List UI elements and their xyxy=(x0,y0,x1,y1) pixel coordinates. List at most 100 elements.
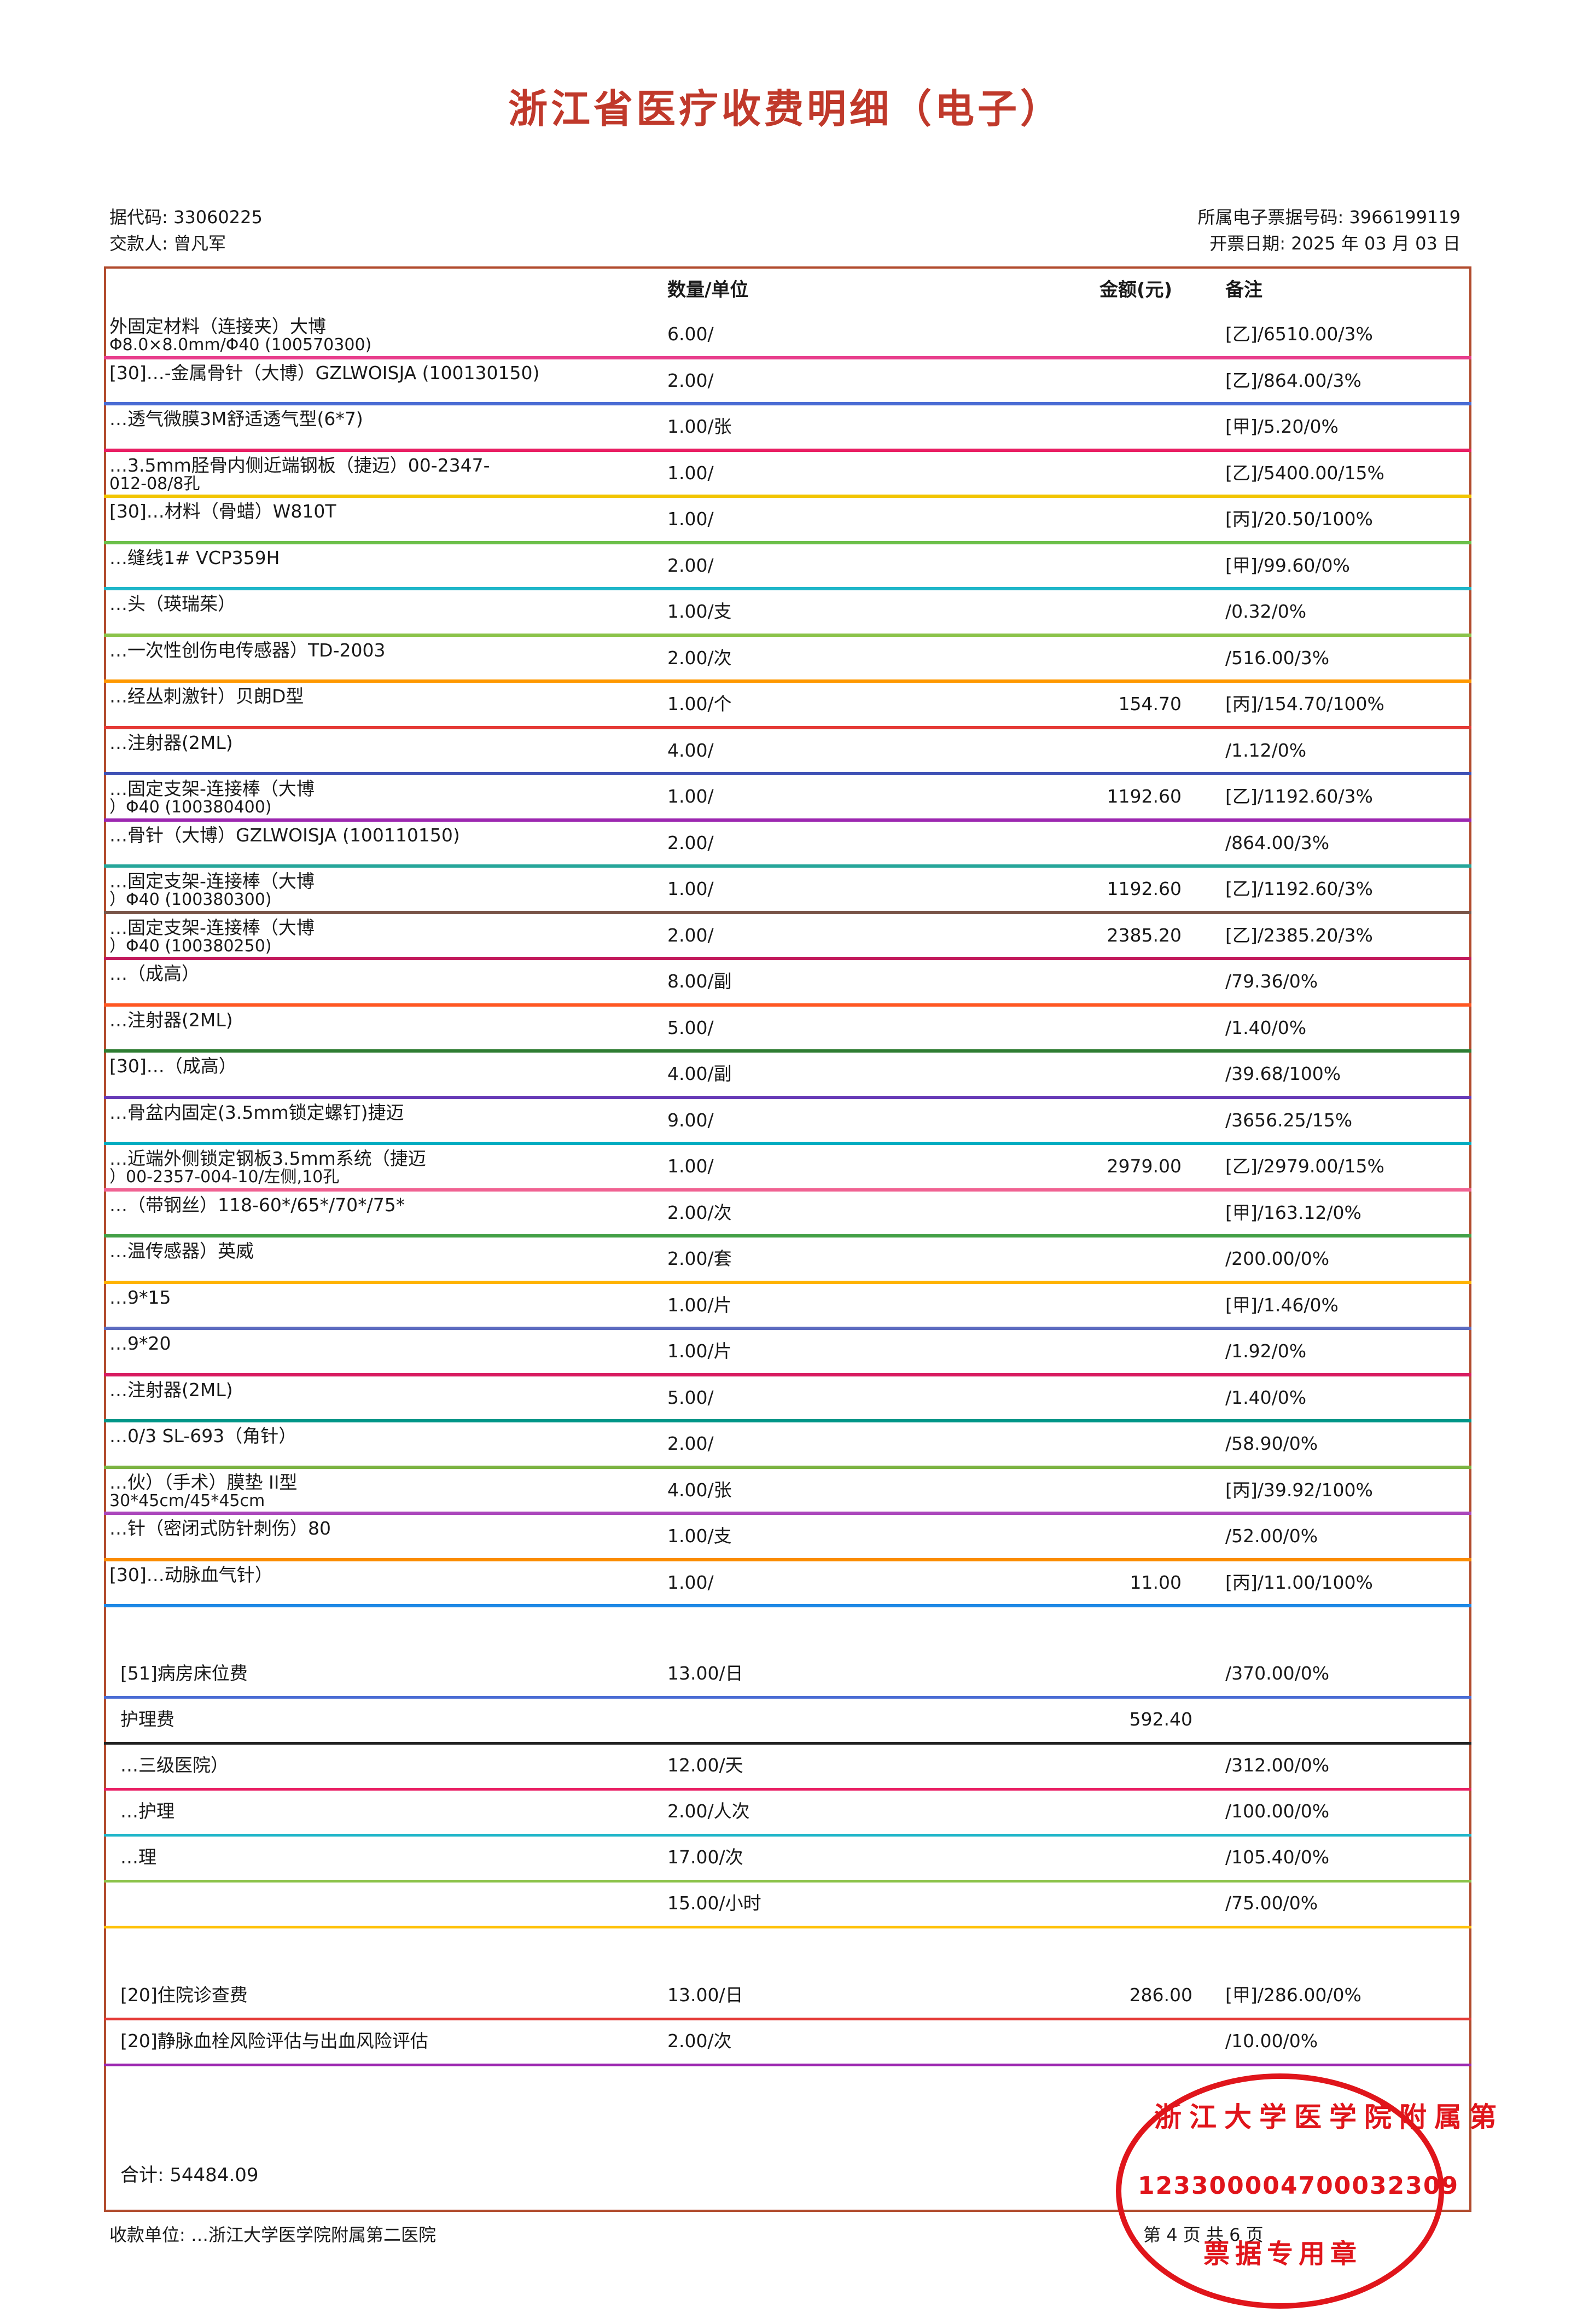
row-note: /1.40/0% xyxy=(1225,1387,1307,1408)
row-item-name: …0/3 SL-693（角针） xyxy=(109,1426,297,1446)
bill-number-value: 3966199119 xyxy=(1349,207,1461,228)
row-item-name: [30]…-金属骨针（大博）GZLWOISJA (100130150) xyxy=(109,362,540,384)
row-note: [丙]/39.92/100% xyxy=(1225,1479,1373,1501)
payer-value: 曾凡军 xyxy=(173,233,226,254)
row-item-name: …注射器(2ML) xyxy=(109,1379,233,1401)
service-amount: 592.40 xyxy=(1129,1709,1192,1730)
total-value: 54484.09 xyxy=(170,2164,259,2186)
row-item-name: [30]…动脉血气针） xyxy=(109,1564,273,1585)
service-note: /312.00/0% xyxy=(1225,1755,1330,1776)
row-divider xyxy=(104,1419,1471,1422)
row-note: /1.12/0% xyxy=(1225,740,1307,761)
row-item-name: …缝线1# VCP359H xyxy=(109,547,280,568)
row-amount: 154.70 xyxy=(1118,694,1182,714)
row-divider xyxy=(104,1095,1471,1099)
row-item-name: [30]…材料（骨蜡）W810T xyxy=(109,501,336,522)
seal-bottom-text: 票据专用章 xyxy=(1203,2239,1363,2269)
row-note: [乙]/1192.60/3% xyxy=(1225,879,1373,899)
row-quantity: 4.00/ xyxy=(667,740,714,761)
row-note: /79.36/0% xyxy=(1225,971,1318,992)
row-quantity: 5.00/ xyxy=(667,1387,714,1408)
row-note: /864.00/3% xyxy=(1225,832,1330,853)
bill-code-value: 33060225 xyxy=(173,207,263,228)
row-item-name: …注射器(2ML) xyxy=(109,732,233,753)
service-note: /10.00/0% xyxy=(1225,2031,1318,2052)
payer: 交款人: 曾凡军 xyxy=(109,230,226,255)
row-divider xyxy=(104,1188,1471,1192)
service-quantity: 17.00/次 xyxy=(667,1847,743,1868)
row-note: /58.90/0% xyxy=(1225,1433,1318,1454)
row-quantity: 2.00/ xyxy=(667,925,714,946)
total: 合计: 54484.09 xyxy=(120,2160,259,2187)
row-quantity: 1.00/片 xyxy=(667,1341,732,1362)
service-note: /105.40/0% xyxy=(1225,1847,1330,1868)
row-note: /0.32/0% xyxy=(1225,601,1307,622)
bill-number-label: 所属电子票据号码: xyxy=(1197,207,1344,228)
seal-code-text: 123300004700032309 xyxy=(1138,2172,1459,2200)
bill-code-label: 据代码: xyxy=(109,207,168,228)
row-quantity: 8.00/副 xyxy=(667,971,732,992)
detail-table-frame xyxy=(104,266,1471,2212)
row-item-spec: ）00-2357-004-10/左侧,10孔 xyxy=(109,1167,340,1187)
row-divider xyxy=(104,1049,1471,1053)
row-note: [丙]/154.70/100% xyxy=(1225,694,1384,714)
row-divider xyxy=(104,1512,1471,1515)
row-divider xyxy=(104,910,1471,914)
row-quantity: 1.00/支 xyxy=(667,1526,732,1547)
row-divider xyxy=(104,772,1471,775)
row-item-name: 外固定材料（连接夹）大博 xyxy=(109,316,326,337)
row-item-name: …头（瑛瑞茱） xyxy=(109,594,236,614)
row-amount: 2979.00 xyxy=(1107,1156,1182,1177)
row-item-name: …3.5mm胫骨内侧近端钢板（捷迈）00-2347- xyxy=(109,455,490,476)
row-note: [甲]/5.20/0% xyxy=(1225,416,1339,437)
row-item-name: …经丛刺激针）贝朗D型 xyxy=(109,686,304,707)
payer-label: 交款人: xyxy=(109,233,168,254)
row-note: [丙]/11.00/100% xyxy=(1225,1572,1373,1593)
row-note: /200.00/0% xyxy=(1225,1248,1330,1269)
row-item-name: …骨针（大博）GZLWOISJA (100110150) xyxy=(109,824,460,846)
row-item-name: …近端外侧锁定钢板3.5mm系统（捷迈 xyxy=(109,1148,426,1169)
receiving-unit-value: …浙江大学医学院附属第二医院 xyxy=(190,2224,436,2245)
row-note: [甲]/1.46/0% xyxy=(1225,1294,1339,1316)
row-item-name: …一次性创伤电传感器）TD-2003 xyxy=(109,640,386,661)
row-divider xyxy=(104,725,1471,729)
row-item-name: …骨盆内固定(3.5mm锁定螺钉)捷迈 xyxy=(109,1102,404,1123)
row-note: /52.00/0% xyxy=(1225,1526,1318,1547)
row-divider xyxy=(104,1373,1471,1376)
row-amount: 2385.20 xyxy=(1107,925,1182,946)
row-quantity: 1.00/ xyxy=(667,1156,714,1177)
row-item-name: …透气微膜3M舒适透气型(6*7) xyxy=(109,409,363,429)
service-quantity: 2.00/人次 xyxy=(667,1801,750,1822)
row-divider xyxy=(104,1604,1471,1607)
service-quantity: 2.00/次 xyxy=(667,2031,732,2052)
service-quantity: 12.00/天 xyxy=(667,1755,743,1776)
row-quantity: 2.00/次 xyxy=(667,647,732,669)
service-item-name: …护理 xyxy=(120,1801,174,1822)
row-item-spec: Φ8.0×8.0mm/Φ40 (100570300) xyxy=(109,335,372,355)
service-divider xyxy=(104,1742,1471,1745)
row-item-spec: 30*45cm/45*45cm xyxy=(109,1491,265,1510)
issue-date-value: 2025 年 03 月 03 日 xyxy=(1291,233,1461,254)
row-quantity: 4.00/张 xyxy=(667,1479,732,1501)
row-item-name: …伙）（手术）膜垫 II型 xyxy=(109,1472,298,1493)
issue-date: 开票日期: 2025 年 03 月 03 日 xyxy=(1039,230,1461,255)
row-divider xyxy=(104,633,1471,637)
row-item-name: …（带钢丝）118-60*/65*/70*/75* xyxy=(109,1194,405,1216)
service-amount: 286.00 xyxy=(1129,1985,1192,2006)
row-note: /1.92/0% xyxy=(1225,1341,1307,1362)
service-divider xyxy=(104,1834,1471,1837)
row-item-name: [30]…（成高） xyxy=(109,1056,237,1077)
row-divider xyxy=(104,495,1471,498)
row-item-name: …9*15 xyxy=(109,1287,171,1308)
row-quantity: 1.00/ xyxy=(667,462,714,484)
row-quantity: 1.00/片 xyxy=(667,1294,732,1316)
seal-top-text: 浙江大学医学院附属第 xyxy=(1154,2101,1504,2133)
service-note: /100.00/0% xyxy=(1225,1801,1330,1822)
document-title: 浙江省医疗收费明细（电子） xyxy=(508,85,1063,132)
service-divider xyxy=(104,2064,1471,2066)
row-quantity: 2.00/ xyxy=(667,1433,714,1454)
row-divider xyxy=(104,679,1471,683)
row-quantity: 2.00/ xyxy=(667,370,714,391)
row-note: [乙]/2979.00/15% xyxy=(1225,1156,1384,1177)
row-item-name: …针（密闭式防针刺伤）80 xyxy=(109,1518,331,1539)
